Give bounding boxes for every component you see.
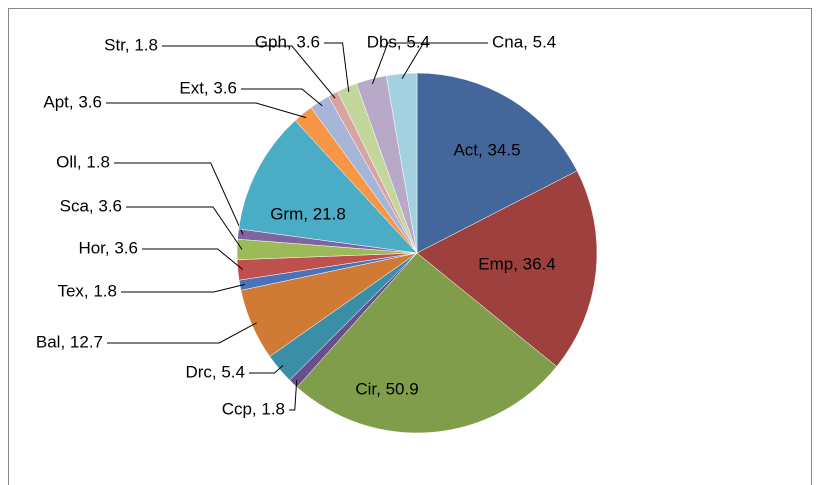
leader-line <box>249 365 284 374</box>
data-label: Cir, 50.9 <box>355 379 418 398</box>
leader-line <box>142 248 244 270</box>
data-label: Cna, 5.4 <box>492 32 556 51</box>
leader-line <box>106 102 307 119</box>
data-label: Drc, 5.4 <box>185 362 245 381</box>
leader-line <box>324 42 350 92</box>
pie-slice <box>238 120 418 254</box>
data-label: Tex, 1.8 <box>57 281 117 300</box>
data-label: Ccp, 1.8 <box>222 399 285 418</box>
leader-line <box>126 206 243 250</box>
data-label: Act, 34.5 <box>453 140 520 159</box>
pie-slice <box>416 72 578 254</box>
data-label: Gph, 3.6 <box>255 32 320 51</box>
data-label: Oll, 1.8 <box>56 152 110 171</box>
data-label: Bal, 12.7 <box>36 332 103 351</box>
leader-line <box>107 322 257 344</box>
data-label: Sca, 3.6 <box>60 196 122 215</box>
data-label: Emp, 36.4 <box>478 254 556 273</box>
leader-line <box>371 42 434 84</box>
leader-line <box>114 162 244 235</box>
pie-slice <box>296 252 558 434</box>
data-label: Ext, 3.6 <box>179 78 237 97</box>
leader-line <box>121 283 245 293</box>
data-label: Apt, 3.6 <box>43 92 102 111</box>
pie-slice <box>385 72 418 254</box>
data-label: Dbs, 5.4 <box>367 32 430 51</box>
data-label: Hor, 3.6 <box>78 238 138 257</box>
data-label: Str, 1.8 <box>104 35 158 54</box>
pie-slice <box>416 170 598 367</box>
leader-line <box>241 88 323 107</box>
leader-line <box>162 45 336 99</box>
leader-line <box>401 42 488 79</box>
leader-line <box>289 380 298 411</box>
data-label: Grm, 21.8 <box>270 204 346 223</box>
